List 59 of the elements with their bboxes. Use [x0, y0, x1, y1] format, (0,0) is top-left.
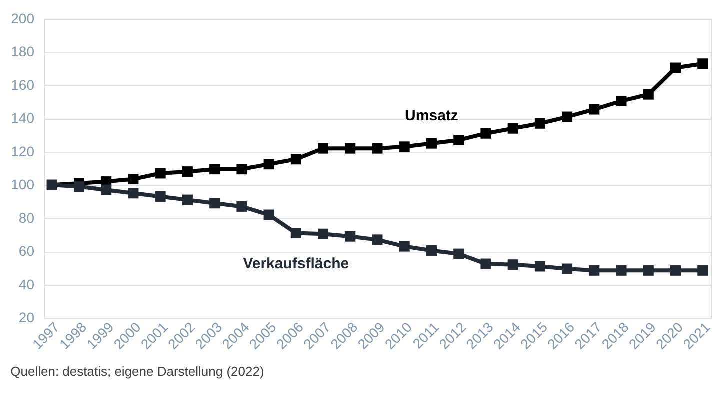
y-tick-label: 60: [18, 243, 35, 260]
point: [182, 166, 193, 178]
point: [534, 118, 546, 129]
point: [290, 228, 302, 239]
series-label: Verkaufsfläche: [243, 255, 350, 272]
point: [372, 234, 383, 246]
point: [236, 201, 248, 212]
point: [290, 154, 302, 165]
point: [480, 128, 492, 139]
y-tick-label: 40: [18, 276, 35, 292]
y-tick-label: 100: [11, 176, 35, 193]
y-tick-label: 120: [11, 143, 35, 160]
point: [318, 228, 329, 240]
point: [534, 261, 546, 272]
point: [155, 191, 166, 202]
point: [318, 143, 329, 154]
point: [616, 265, 627, 276]
point: [128, 188, 139, 199]
point: [74, 182, 84, 192]
y-tick-label: 160: [11, 76, 35, 93]
point: [345, 231, 356, 242]
point: [589, 104, 600, 115]
point: [128, 174, 139, 185]
point: [426, 245, 437, 256]
y-tick-label: 20: [18, 310, 35, 326]
point: [399, 142, 410, 152]
point: [372, 143, 383, 154]
point: [399, 241, 410, 252]
y-tick-label: 200: [11, 10, 35, 26]
y-tick-label: 80: [18, 210, 35, 226]
point: [643, 265, 654, 276]
point: [698, 58, 708, 70]
point: [480, 258, 492, 270]
point: [670, 265, 681, 276]
point: [236, 164, 248, 175]
point: [210, 198, 220, 209]
point: [264, 159, 274, 170]
point: [562, 264, 573, 274]
point: [670, 62, 681, 74]
point: [508, 260, 518, 270]
point: [182, 194, 193, 206]
source-note: Quellen: destatis; eigene Darstellung (2022): [10, 364, 264, 379]
point: [264, 210, 274, 220]
point: [616, 96, 627, 106]
point: [426, 138, 437, 149]
y-tick-label: 180: [11, 44, 35, 60]
point: [155, 168, 166, 179]
series-label: Umsatz: [405, 108, 458, 125]
point: [589, 265, 600, 276]
point: [562, 112, 573, 122]
point: [698, 265, 708, 276]
point: [508, 123, 518, 134]
point: [643, 89, 654, 100]
point: [454, 248, 464, 260]
point: [345, 143, 356, 154]
point: [454, 135, 464, 146]
point: [101, 184, 112, 196]
y-tick-label: 140: [11, 110, 35, 126]
point: [210, 164, 220, 175]
